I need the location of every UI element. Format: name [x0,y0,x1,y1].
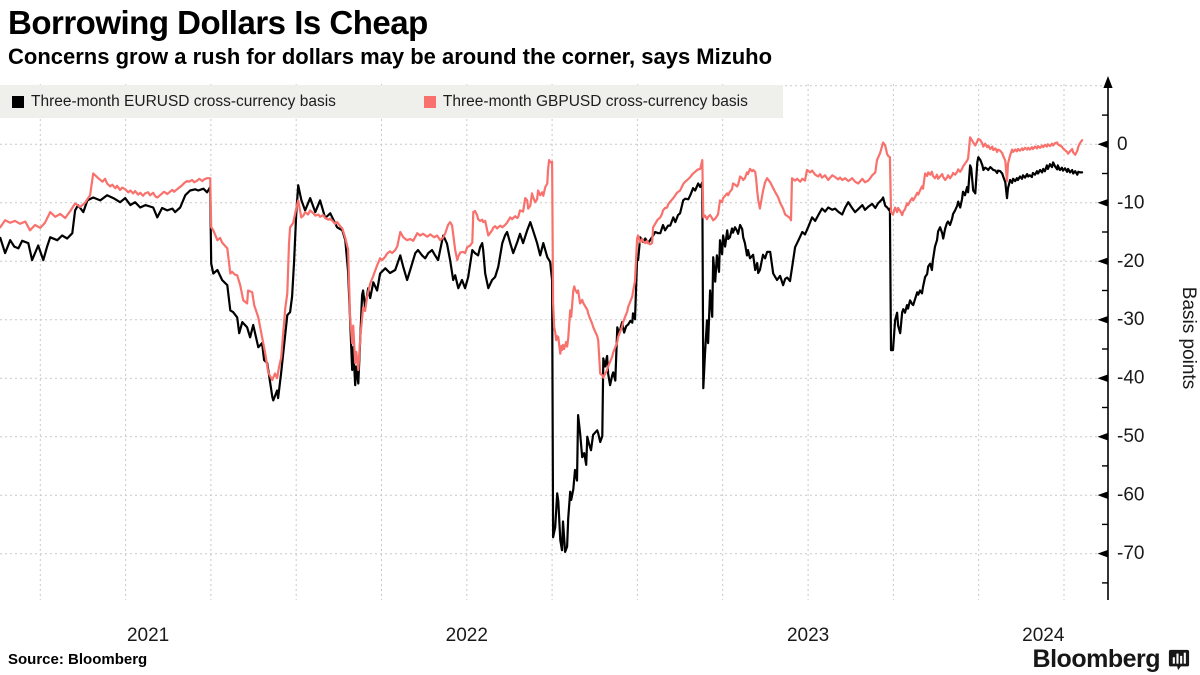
eurusd-swatch-icon [12,95,24,108]
x-tick-label: 2021 [127,625,169,646]
source-line: Source: Bloomberg [8,651,147,668]
series-line-gbpusd [0,136,1084,382]
y-tick-label: -20 [1117,251,1144,272]
gbpusd-swatch-icon [423,95,436,108]
source-label: Source: [8,651,64,668]
y-tick-label: -30 [1117,309,1144,330]
page-title: Borrowing Dollars Is Cheap [8,4,428,41]
x-tick-label: 2022 [446,625,488,646]
legend-label-eurusd: Three-month EURUSD cross-currency basis [31,92,336,110]
y-axis-title: Basis points [1178,287,1199,389]
y-tick-label: -50 [1117,426,1144,447]
bloomberg-wordmark: Bloomberg [1032,645,1161,673]
y-tick-label: 0 [1117,134,1128,155]
y-tick-label: -70 [1117,543,1144,564]
series-line-eurusd [0,156,1084,554]
bloomberg-logo: Bloomberg [1033,645,1190,674]
x-tick-label: 2023 [787,625,829,646]
bloomberg-chart-bars-icon [1168,649,1190,670]
page-subtitle: Concerns grow a rush for dollars may be … [8,44,773,69]
y-tick-label: -10 [1117,192,1144,213]
y-tick-label: -40 [1117,368,1144,389]
x-axis-labels: 2021 2022 2023 2024 [127,625,1065,646]
y-tick-label: -60 [1117,485,1144,506]
chart-legend: Three-month EURUSD cross-currency basis … [0,85,783,118]
legend-label-gbpusd: Three-month GBPUSD cross-currency basis [442,92,748,110]
y-axis: 0 -10 -20 -30 -40 -50 -60 -70 Basis points [1097,76,1199,600]
legend-item-eurusd: Three-month EURUSD cross-currency basis [12,93,336,111]
legend-item-gbpusd: Three-month GBPUSD cross-currency basis [423,92,748,111]
x-tick-label: 2024 [1022,625,1065,646]
source-value: Bloomberg [68,651,148,668]
